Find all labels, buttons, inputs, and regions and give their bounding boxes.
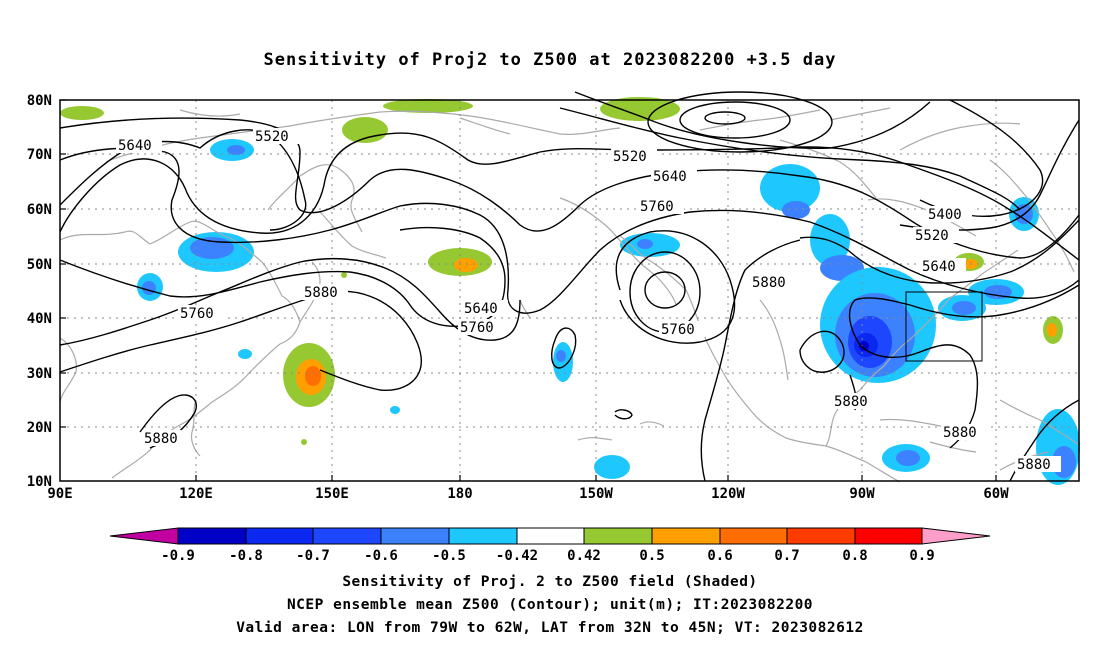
contour-label: 5640 bbox=[922, 259, 956, 275]
lat-label: 70N bbox=[27, 147, 52, 163]
lon-label: 150W bbox=[579, 486, 613, 502]
contour-label: 5880 bbox=[834, 394, 868, 410]
z500-contours bbox=[59, 91, 1080, 482]
map-title: Sensitivity of Proj2 to Z500 at 20230822… bbox=[263, 50, 837, 70]
colorbar-cell bbox=[448, 527, 518, 545]
lon-label: 90W bbox=[849, 486, 875, 502]
colorbar-label: 0.7 bbox=[774, 548, 799, 564]
colorbar-label: 0.8 bbox=[842, 548, 867, 564]
colorbar-cell bbox=[109, 527, 179, 545]
lon-label: 60W bbox=[983, 486, 1009, 502]
colorbar-label: -0.42 bbox=[496, 548, 538, 564]
lon-label: 120E bbox=[179, 486, 213, 502]
contour-label: 5880 bbox=[304, 285, 338, 301]
colorbar-cell bbox=[516, 527, 585, 545]
contour-label: 5520 bbox=[915, 228, 949, 244]
colorbar-label: -0.6 bbox=[364, 548, 398, 564]
lat-label: 80N bbox=[27, 93, 52, 109]
colorbar-cell bbox=[380, 527, 450, 545]
contour-label: 5880 bbox=[1017, 457, 1051, 473]
colorbar bbox=[109, 527, 991, 545]
caption-valid-area: Valid area: LON from 79W to 62W, LAT fro… bbox=[236, 620, 864, 636]
lat-label: 50N bbox=[27, 257, 52, 273]
contour-label: 5520 bbox=[613, 149, 647, 165]
lon-label: 180 bbox=[447, 486, 472, 502]
contour-label: 5880 bbox=[752, 275, 786, 291]
colorbar-label: 0.6 bbox=[707, 548, 732, 564]
lat-label: 30N bbox=[27, 366, 52, 382]
lat-label: 10N bbox=[27, 474, 52, 490]
contour-label: 5760 bbox=[180, 306, 214, 322]
caption-contour: NCEP ensemble mean Z500 (Contour); unit(… bbox=[286, 597, 814, 613]
valid-area-box bbox=[905, 291, 983, 362]
contour-label: 5760 bbox=[640, 199, 674, 215]
sensitivity-shading bbox=[60, 97, 1080, 485]
map-frame bbox=[59, 99, 1080, 482]
contour-label: 5640 bbox=[464, 301, 498, 317]
contour-label: 5880 bbox=[144, 431, 178, 447]
negative-anomalies bbox=[137, 139, 1080, 485]
lat-label: 60N bbox=[27, 202, 52, 218]
colorbar-label: 0.5 bbox=[639, 548, 664, 564]
contour-label: 5400 bbox=[928, 207, 962, 223]
colorbar-label: -0.5 bbox=[432, 548, 466, 564]
colorbar-label: 0.9 bbox=[909, 548, 934, 564]
caption-shading: Sensitivity of Proj. 2 to Z500 field (Sh… bbox=[342, 574, 758, 590]
colorbar-cell bbox=[651, 527, 721, 545]
axis-ticks bbox=[60, 99, 997, 481]
lon-label: 90E bbox=[47, 486, 72, 502]
lat-label: 20N bbox=[27, 420, 52, 436]
contour-label: 5640 bbox=[653, 169, 687, 185]
colorbar-cell bbox=[312, 527, 382, 545]
colorbar-labels: -0.9 -0.8 -0.7 -0.6 -0.5 -0.42 0.42 0.5 … bbox=[161, 548, 935, 564]
contour-label: 5760 bbox=[460, 320, 494, 336]
longitude-labels: 90E 120E 150E 180 150W 120W 90W 60W bbox=[47, 486, 1009, 502]
latitude-labels: 80N 70N 60N 50N 40N 30N 20N 10N bbox=[27, 93, 52, 490]
colorbar-label: -0.9 bbox=[161, 548, 195, 564]
colorbar-label: -0.7 bbox=[296, 548, 330, 564]
contour-label: 5640 bbox=[118, 138, 152, 154]
colorbar-cell bbox=[177, 527, 247, 545]
colorbar-cell bbox=[719, 527, 788, 545]
lon-label: 120W bbox=[711, 486, 745, 502]
contour-label: 5880 bbox=[943, 425, 977, 441]
lon-label: 150E bbox=[315, 486, 349, 502]
contour-label: 5760 bbox=[661, 322, 695, 338]
colorbar-cell bbox=[786, 527, 856, 545]
colorbar-label: 0.42 bbox=[567, 548, 601, 564]
contour-label: 5520 bbox=[255, 129, 289, 145]
colorbar-cell bbox=[583, 527, 653, 545]
lat-label: 40N bbox=[27, 311, 52, 327]
colorbar-cell bbox=[921, 527, 991, 545]
colorbar-cell bbox=[245, 527, 314, 545]
colorbar-cell bbox=[854, 527, 923, 545]
colorbar-label: -0.8 bbox=[229, 548, 263, 564]
